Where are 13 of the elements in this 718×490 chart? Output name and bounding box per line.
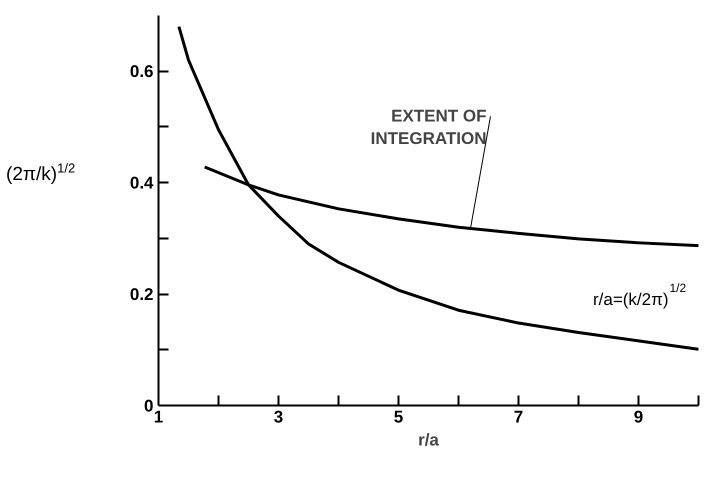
y-axis-title: (2π/k)$^{1/2}$ — [6, 161, 76, 186]
x-tick-label: 5 — [394, 408, 404, 426]
annotation: EXTENT OF INTEGRATION — [370, 106, 487, 148]
x-tick-label: 3 — [274, 408, 284, 426]
y-tick-label: 0.2 — [130, 285, 154, 304]
x-tick-label: 7 — [514, 408, 524, 426]
y-tick-label: 0 — [144, 396, 154, 416]
y-tick-label: 0.6 — [130, 62, 154, 82]
x-tick-label: 1 — [154, 408, 164, 426]
x-axis-title: r/a — [418, 430, 440, 450]
x-tick-label: 9 — [634, 408, 644, 426]
line-series — [177, 25, 698, 351]
y-tick-label: 0.4 — [130, 174, 154, 193]
